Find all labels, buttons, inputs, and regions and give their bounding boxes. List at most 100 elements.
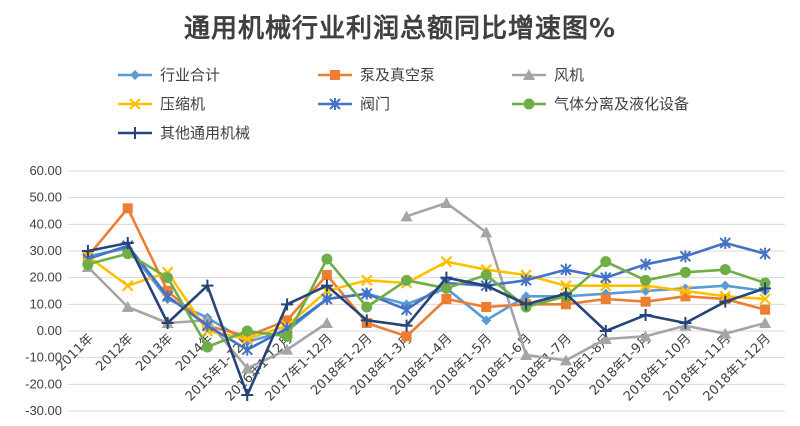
data-point bbox=[480, 269, 492, 281]
data-point bbox=[161, 290, 174, 303]
data-point bbox=[329, 98, 341, 110]
data-point bbox=[560, 263, 572, 276]
data-point bbox=[639, 258, 652, 271]
y-tick-label: 30.00 bbox=[29, 243, 62, 258]
data-point bbox=[121, 301, 134, 312]
legend-label: 阀门 bbox=[360, 95, 390, 113]
series-line bbox=[86, 201, 766, 370]
data-point bbox=[440, 271, 453, 284]
data-point bbox=[320, 317, 333, 328]
data-point bbox=[121, 279, 134, 292]
data-point bbox=[679, 250, 692, 263]
y-tick-label: 20.00 bbox=[29, 270, 62, 285]
data-point bbox=[639, 330, 652, 342]
data-point bbox=[122, 203, 133, 214]
data-point bbox=[201, 341, 213, 353]
data-point bbox=[679, 266, 691, 278]
data-point bbox=[281, 298, 294, 311]
legend-label: 气体分离及液化设备 bbox=[554, 95, 689, 113]
data-point bbox=[201, 279, 214, 292]
data-point bbox=[440, 197, 453, 208]
data-point bbox=[161, 317, 174, 329]
data-point bbox=[440, 255, 453, 268]
data-point bbox=[241, 325, 253, 337]
data-point bbox=[759, 247, 771, 260]
data-point bbox=[201, 319, 214, 332]
data-point bbox=[639, 309, 652, 321]
data-point bbox=[560, 299, 571, 310]
data-point bbox=[360, 274, 373, 287]
data-point bbox=[600, 294, 611, 304]
x-tick-label: 2012年 bbox=[93, 331, 136, 374]
y-tick-label: -30.00 bbox=[25, 403, 62, 418]
data-point bbox=[719, 237, 731, 249]
data-point bbox=[559, 287, 572, 300]
chart-title: 通用机械行业利润总额同比增速图% bbox=[183, 14, 617, 44]
data-point bbox=[82, 258, 94, 270]
data-point bbox=[440, 282, 452, 294]
data-point bbox=[520, 274, 532, 287]
data-point bbox=[640, 274, 652, 286]
data-point bbox=[321, 293, 333, 305]
data-point bbox=[321, 270, 332, 280]
data-point bbox=[241, 362, 254, 374]
data-point bbox=[129, 98, 141, 110]
y-tick-label: 40.00 bbox=[29, 216, 62, 231]
series-line bbox=[87, 241, 766, 351]
data-point bbox=[481, 302, 492, 312]
data-point bbox=[480, 226, 493, 238]
data-point bbox=[400, 303, 413, 316]
data-point bbox=[680, 291, 691, 302]
data-point bbox=[400, 319, 413, 332]
data-point bbox=[759, 317, 772, 328]
series-line bbox=[87, 252, 766, 349]
data-point bbox=[521, 291, 532, 302]
y-tick-label: -10.00 bbox=[25, 350, 62, 365]
legend-label: 其他通用机械 bbox=[160, 124, 250, 142]
data-point bbox=[759, 293, 771, 305]
data-point bbox=[330, 70, 340, 80]
data-point bbox=[361, 301, 373, 313]
data-point bbox=[360, 314, 373, 327]
data-point bbox=[679, 317, 692, 329]
data-point bbox=[400, 210, 413, 222]
data-point bbox=[320, 279, 333, 292]
data-point bbox=[720, 280, 731, 291]
y-tick-label: 60.00 bbox=[29, 163, 62, 178]
data-point bbox=[480, 279, 493, 292]
data-point bbox=[361, 287, 373, 300]
data-point bbox=[130, 70, 140, 80]
data-point bbox=[441, 294, 452, 304]
data-point bbox=[282, 315, 293, 326]
data-point bbox=[241, 389, 254, 401]
data-point bbox=[121, 237, 134, 249]
data-point bbox=[599, 333, 612, 344]
data-point bbox=[640, 296, 651, 307]
data-point bbox=[523, 98, 535, 110]
data-point bbox=[523, 69, 535, 80]
legend-label: 泵及真空泵 bbox=[360, 66, 435, 84]
data-point bbox=[600, 271, 612, 284]
y-tick-label: -20.00 bbox=[25, 376, 62, 391]
legend-label: 行业合计 bbox=[160, 66, 220, 84]
data-point bbox=[760, 304, 771, 315]
y-tick-label: 10.00 bbox=[29, 296, 62, 311]
data-point bbox=[321, 253, 333, 265]
data-point bbox=[719, 295, 732, 308]
data-point bbox=[281, 330, 293, 342]
x-tick-label: 2013年 bbox=[133, 331, 176, 374]
data-point bbox=[640, 286, 651, 296]
data-point bbox=[81, 245, 94, 257]
data-point bbox=[520, 298, 533, 311]
data-point bbox=[719, 327, 732, 339]
y-tick-label: 50.00 bbox=[29, 190, 62, 205]
legend-label: 风机 bbox=[554, 66, 584, 84]
data-point bbox=[719, 264, 731, 276]
data-point bbox=[281, 343, 294, 355]
legend-label: 压缩机 bbox=[160, 95, 205, 113]
data-point bbox=[560, 279, 572, 292]
data-point bbox=[129, 127, 141, 139]
y-tick-label: 0.00 bbox=[37, 323, 62, 338]
